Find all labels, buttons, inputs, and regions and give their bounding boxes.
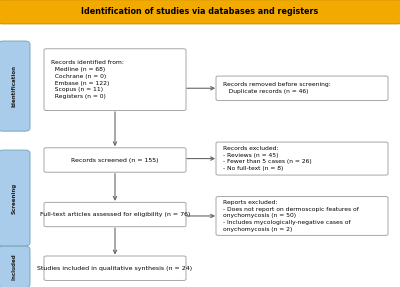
Text: Studies included in qualitative synthesis (n = 24): Studies included in qualitative synthesi… <box>38 266 192 271</box>
FancyBboxPatch shape <box>216 142 388 175</box>
Text: Identification of studies via databases and registers: Identification of studies via databases … <box>81 7 319 16</box>
Text: Full-text articles assessed for eligibility (n = 76): Full-text articles assessed for eligibil… <box>40 212 190 217</box>
Text: Included: Included <box>12 253 17 280</box>
Text: Identification: Identification <box>12 65 17 107</box>
FancyBboxPatch shape <box>216 197 388 235</box>
FancyBboxPatch shape <box>44 49 186 110</box>
Text: Screening: Screening <box>12 183 17 214</box>
FancyBboxPatch shape <box>0 246 30 287</box>
Text: Records removed before screening:
   Duplicate records (n = 46): Records removed before screening: Duplic… <box>223 82 330 94</box>
FancyBboxPatch shape <box>0 150 30 246</box>
FancyBboxPatch shape <box>216 76 388 100</box>
Text: Records identified from:
  Medline (n = 68)
  Cochrane (n = 0)
  Embase (n = 122: Records identified from: Medline (n = 68… <box>51 60 124 99</box>
FancyBboxPatch shape <box>0 0 400 24</box>
FancyBboxPatch shape <box>44 256 186 280</box>
FancyBboxPatch shape <box>44 148 186 172</box>
FancyBboxPatch shape <box>0 41 30 131</box>
Text: Records excluded:
- Reviews (n = 45)
- Fewer than 5 cases (n = 26)
- No full-tex: Records excluded: - Reviews (n = 45) - F… <box>223 146 312 171</box>
Text: Records screened (n = 155): Records screened (n = 155) <box>71 158 159 162</box>
Text: Reports excluded:
- Does not report on dermoscopic features of
onychomycosis (n : Reports excluded: - Does not report on d… <box>223 200 359 232</box>
FancyBboxPatch shape <box>44 202 186 227</box>
